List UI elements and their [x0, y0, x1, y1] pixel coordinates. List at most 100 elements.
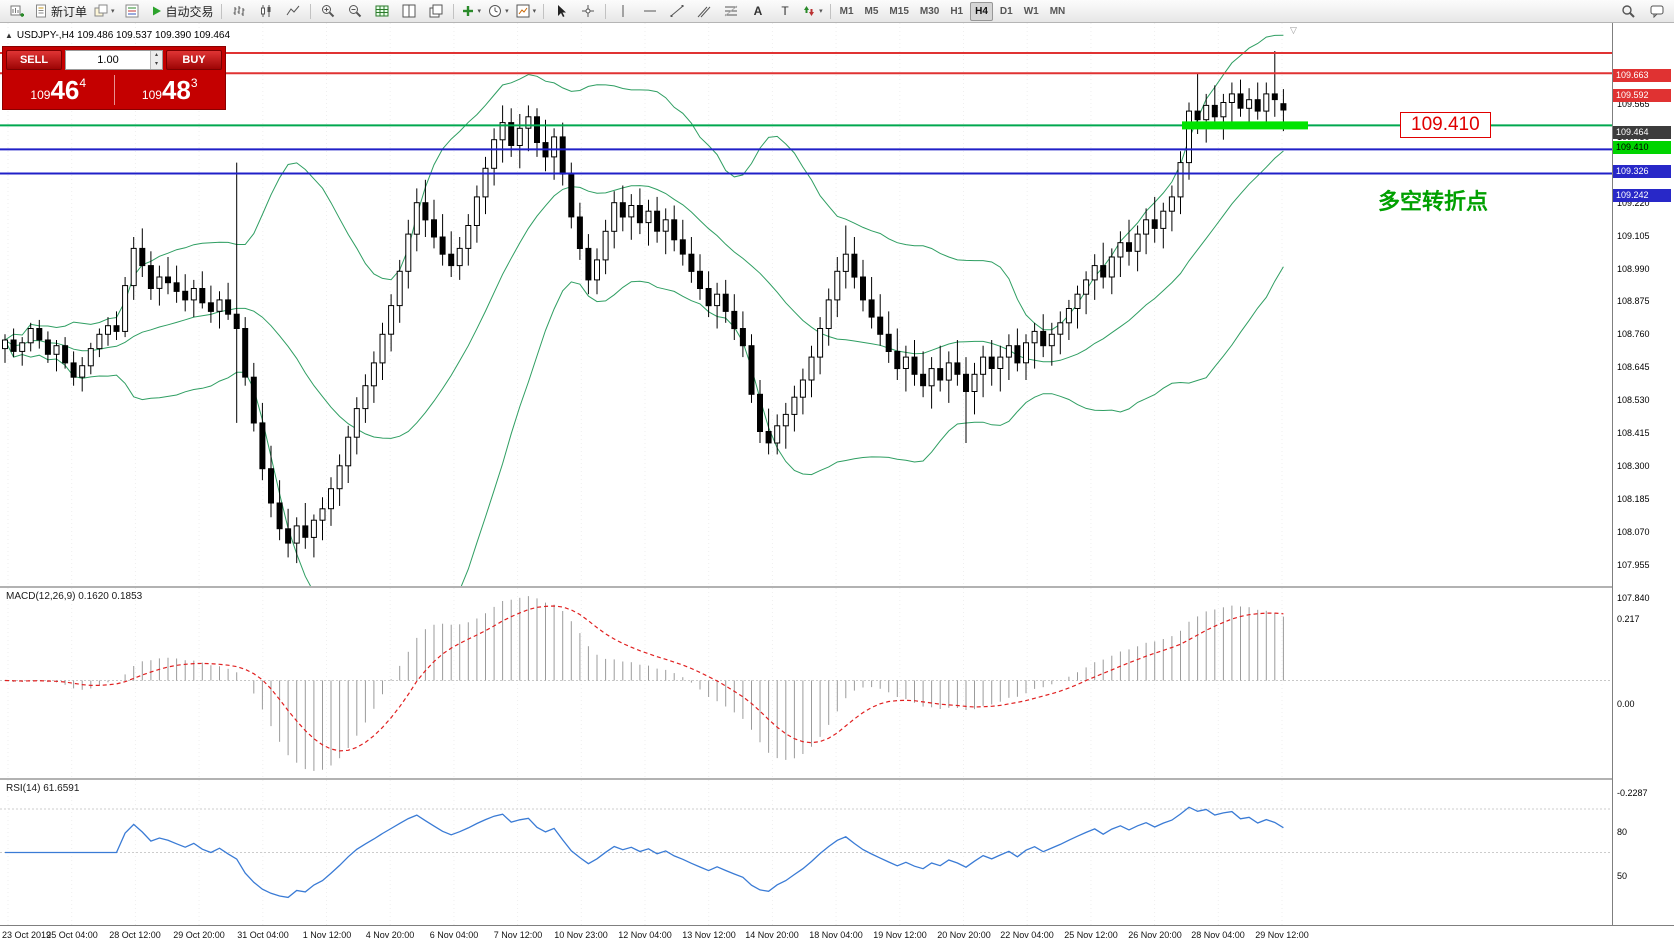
indicators-button[interactable]: ▾: [458, 1, 485, 21]
channel-button[interactable]: [691, 1, 717, 21]
svg-text:A: A: [754, 4, 763, 18]
timeframe-M15-button[interactable]: M15: [889, 5, 909, 17]
sell-price[interactable]: 109464: [30, 74, 87, 105]
new-order-icon: [36, 4, 46, 18]
time-label: 28 Nov 04:00: [1191, 930, 1245, 940]
candles-chart-button[interactable]: [253, 1, 279, 21]
toolbar-separator: [452, 3, 454, 19]
profiles-icon: [94, 4, 108, 17]
price-tick: 108.760: [1617, 329, 1650, 339]
autotrading-label: 自动交易: [165, 4, 214, 19]
price-level-badge: 109.592: [1613, 89, 1671, 102]
candles: [2, 51, 1287, 564]
buy-price[interactable]: 109483: [141, 74, 198, 105]
label-button[interactable]: T: [772, 1, 798, 21]
new-order-button[interactable]: 新订单: [31, 1, 90, 21]
arrows-button[interactable]: ▾: [799, 1, 826, 21]
time-label: 29 Nov 12:00: [1255, 930, 1309, 940]
fibonacci-icon: [724, 5, 738, 17]
price-level-label[interactable]: 109.410: [1400, 112, 1491, 138]
vline-button[interactable]: [610, 1, 636, 21]
trendline-icon: [670, 5, 684, 17]
macd-signal-line: [4, 605, 1284, 752]
profiles-button[interactable]: ▾: [91, 1, 118, 21]
new-chart-icon: [10, 5, 24, 17]
time-label: 7 Nov 12:00: [493, 930, 543, 940]
chart-shift-marker[interactable]: ▽: [1290, 25, 1297, 35]
new-order-label: 新订单: [51, 4, 88, 19]
highlight-segment[interactable]: [1182, 121, 1308, 130]
zoom-out-icon: [348, 5, 361, 18]
tile-windows-button[interactable]: [396, 1, 422, 21]
vline-icon: [622, 5, 624, 17]
toolbar-separator: [605, 3, 607, 19]
volume-down-button[interactable]: ▾: [151, 60, 162, 69]
cascade-windows-button[interactable]: [423, 1, 449, 21]
autotrading-icon: [152, 6, 161, 16]
text-button[interactable]: A: [745, 1, 771, 21]
rsi-axis-label: 80: [1617, 827, 1628, 837]
price-level-badge: 109.326: [1613, 165, 1671, 178]
time-label: 6 Nov 04:00: [429, 930, 479, 940]
panel-splitter[interactable]: [0, 586, 1674, 588]
timeframe-H1-button[interactable]: H1: [950, 5, 964, 17]
time-label: 18 Nov 04:00: [809, 930, 863, 940]
time-label: 23 Oct 2019: [2, 930, 52, 940]
sell-button[interactable]: SELL: [6, 50, 62, 70]
timeframe-M1-button[interactable]: M1: [839, 5, 854, 17]
time-label: 13 Nov 12:00: [682, 930, 736, 940]
macd-label: MACD(12,26,9) 0.1620 0.1853: [6, 591, 143, 602]
time-label: 19 Nov 12:00: [873, 930, 927, 940]
crosshair-button[interactable]: [575, 1, 601, 21]
toolbar: 新订单 ▾ 自动交易 ▾ ▾ ▾ A T ▾ M1 M5 M15 M30 H1 H4 D1 W1 MN: [0, 0, 1674, 23]
fibonacci-button[interactable]: [718, 1, 744, 21]
main-chart-panel[interactable]: ▲ USDJPY-,H4 109.486 109.537 109.390 109…: [0, 23, 1612, 586]
market-watch-button[interactable]: [119, 1, 145, 21]
time-axis[interactable]: 23 Oct 2019 25 Oct 04:00 28 Oct 12:00 29 Oc…: [0, 925, 1674, 948]
autotrading-button[interactable]: 自动交易: [146, 1, 217, 21]
grid-button[interactable]: [369, 1, 395, 21]
arrows-icon: [804, 6, 815, 16]
price-tick: 108.530: [1617, 395, 1650, 405]
timeframe-H4-button[interactable]: H4: [970, 1, 993, 21]
timeframe-MN-button[interactable]: MN: [1049, 5, 1066, 17]
current-price-badge: 109.464: [1613, 126, 1671, 139]
volume-input[interactable]: 1.00 ▴ ▾: [65, 50, 163, 70]
search-button[interactable]: [1615, 1, 1641, 21]
time-label: 1 Nov 12:00: [302, 930, 352, 940]
hline-button[interactable]: [637, 1, 663, 21]
horizontal-levels[interactable]: [0, 52, 1612, 175]
chat-button[interactable]: [1644, 1, 1670, 21]
new-chart-button[interactable]: [4, 1, 30, 21]
templates-button[interactable]: ▾: [513, 1, 540, 21]
panel-splitter[interactable]: [0, 778, 1674, 780]
macd-panel[interactable]: MACD(12,26,9) 0.1620 0.1853: [0, 588, 1612, 778]
cursor-button[interactable]: [548, 1, 574, 21]
timeframe-W1-button[interactable]: W1: [1023, 5, 1039, 17]
timeframe-M5-button[interactable]: M5: [864, 5, 879, 17]
periods-button[interactable]: ▾: [485, 1, 512, 21]
trendline-button[interactable]: [664, 1, 690, 21]
label-icon: T: [781, 4, 789, 18]
time-label: 10 Nov 23:00: [554, 930, 608, 940]
indicators-icon: [462, 6, 473, 16]
cursor-icon: [558, 5, 567, 17]
bars-chart-button[interactable]: [226, 1, 252, 21]
price-tick: 108.645: [1617, 362, 1650, 372]
zoom-in-button[interactable]: [315, 1, 341, 21]
timeframe-M30-button[interactable]: M30: [919, 5, 940, 17]
rsi-axis-label: 50: [1617, 871, 1628, 881]
candles-chart-icon: [260, 5, 271, 17]
one-click-trading-panel: SELL 1.00 ▴ ▾ BUY 109464 109483: [2, 46, 226, 110]
toolbar-right-group: [1615, 1, 1670, 21]
price-chart[interactable]: [0, 23, 1612, 586]
price-axis[interactable]: 109.565109.450109.335109.220109.105108.9…: [1612, 23, 1674, 945]
macd-axis-label: -0.2287: [1617, 788, 1648, 798]
timeframe-D1-button[interactable]: D1: [999, 5, 1013, 17]
buy-button[interactable]: BUY: [166, 50, 222, 70]
zoom-out-button[interactable]: [342, 1, 368, 21]
line-chart-button[interactable]: [280, 1, 306, 21]
time-label: 22 Nov 04:00: [1000, 930, 1054, 940]
rsi-panel[interactable]: RSI(14) 61.6591: [0, 780, 1612, 925]
volume-up-button[interactable]: ▴: [151, 51, 162, 60]
